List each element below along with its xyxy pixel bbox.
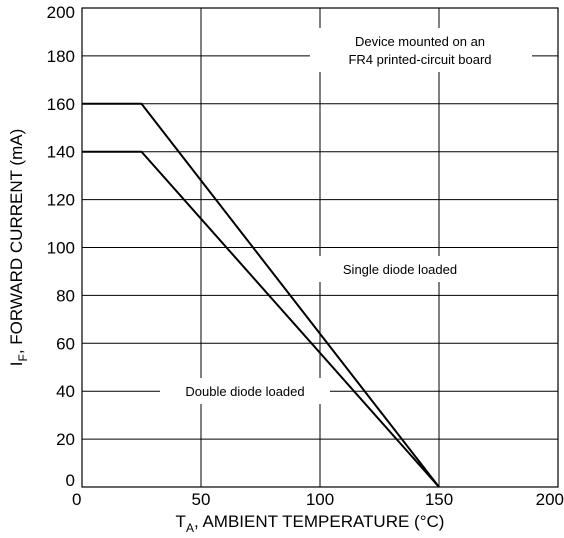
- x-axis-title-subscript: A: [186, 521, 194, 535]
- y-axis-title: IF, FORWARD CURRENT (mA): [7, 129, 30, 366]
- series-lines: [82, 102, 440, 488]
- y-tick-label: 120: [47, 191, 75, 210]
- y-tick-label: 180: [47, 47, 75, 66]
- y-tick-label: 160: [47, 95, 75, 114]
- y-tick-label: 100: [47, 239, 75, 258]
- y-tick-label: 140: [47, 143, 75, 162]
- y-axis-title-main: I: [7, 362, 26, 367]
- single-diode-label-background: [310, 256, 490, 282]
- grid-lines: [81, 7, 559, 488]
- x-axis-title-main: T: [176, 512, 186, 531]
- x-tick-label: 0: [72, 490, 81, 509]
- x-tick-label: 100: [306, 490, 334, 509]
- device-note-line-2: FR4 printed-circuit board: [348, 52, 491, 67]
- y-axis-title-rest: , FORWARD CURRENT (mA): [7, 129, 26, 354]
- y-axis-title-subscript: F: [16, 354, 30, 361]
- plot-frame: [81, 7, 559, 488]
- series-line-double-diode: [82, 150, 440, 488]
- device-note-line-1: Device mounted on an: [355, 34, 485, 49]
- single-diode-label: Single diode loaded: [343, 262, 457, 277]
- x-tick-label: 50: [192, 490, 211, 509]
- device-note-background: [310, 28, 532, 72]
- y-tick-label: 60: [56, 334, 75, 353]
- y-tick-label: 200: [47, 3, 75, 22]
- x-axis-title: TA, AMBIENT TEMPERATURE (°C): [176, 512, 445, 535]
- annotations: Device mounted on an FR4 printed-circuit…: [160, 28, 532, 404]
- y-tick-label: 80: [56, 286, 75, 305]
- y-tick-label: 40: [56, 382, 75, 401]
- x-tick-label: 150: [425, 490, 453, 509]
- y-tick-label: 20: [56, 430, 75, 449]
- tick-labels: 0 50 100 150 200 0 20 40 60 80 100 120 140 160 180 200: [47, 3, 564, 509]
- x-tick-label: 200: [536, 490, 564, 509]
- y-tick-label: 0: [66, 471, 75, 490]
- x-axis-title-rest: , AMBIENT TEMPERATURE (°C): [194, 512, 445, 531]
- double-diode-label: Double diode loaded: [185, 384, 304, 399]
- double-diode-label-background: [160, 378, 330, 404]
- series-line-single-diode: [82, 102, 440, 488]
